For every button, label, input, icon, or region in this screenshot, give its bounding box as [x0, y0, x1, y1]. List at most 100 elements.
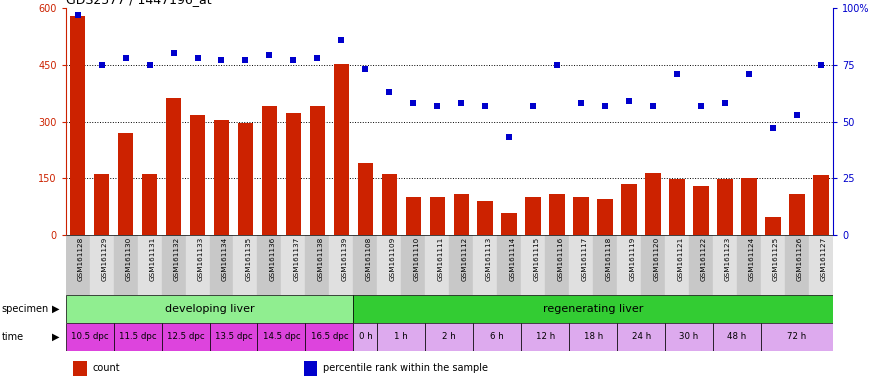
Point [286, 57, 300, 63]
Text: GSM161130: GSM161130 [126, 237, 131, 281]
Bar [813, 175, 829, 235]
Text: 30 h: 30 h [680, 333, 699, 341]
Point [479, 103, 493, 109]
Point [502, 134, 516, 141]
Bar [453, 194, 469, 235]
Text: GSM161134: GSM161134 [221, 237, 228, 281]
Bar [165, 98, 181, 235]
Point [670, 71, 684, 77]
Text: GSM161113: GSM161113 [486, 237, 491, 281]
Point [718, 100, 732, 106]
Point [574, 100, 588, 106]
Bar [761, 235, 785, 295]
Text: 13.5 dpc: 13.5 dpc [214, 333, 252, 341]
Text: GSM161129: GSM161129 [102, 237, 108, 281]
Text: GSM161121: GSM161121 [677, 237, 683, 281]
Point [814, 61, 828, 68]
Bar [473, 323, 522, 351]
Point [359, 66, 373, 72]
Bar [621, 184, 637, 235]
Bar [737, 235, 761, 295]
Bar [641, 235, 665, 295]
Point [71, 12, 85, 18]
Point [214, 57, 228, 63]
Bar [785, 235, 809, 295]
Text: GSM161133: GSM161133 [198, 237, 204, 281]
Text: GSM161119: GSM161119 [629, 237, 635, 281]
Text: regenerating liver: regenerating liver [543, 304, 643, 314]
Point [191, 55, 205, 61]
Bar [354, 323, 377, 351]
Bar [234, 235, 257, 295]
Text: GSM161116: GSM161116 [557, 237, 564, 281]
Bar [238, 123, 253, 235]
Text: GSM161114: GSM161114 [509, 237, 515, 281]
Text: GSM161111: GSM161111 [438, 237, 444, 281]
Text: 16.5 dpc: 16.5 dpc [311, 333, 348, 341]
Bar [425, 235, 450, 295]
Point [166, 50, 180, 56]
Bar [809, 235, 833, 295]
Bar [66, 235, 89, 295]
Bar [162, 235, 186, 295]
Bar [766, 217, 780, 235]
Text: GDS2577 / 1447196_at: GDS2577 / 1447196_at [66, 0, 211, 7]
Bar [329, 235, 354, 295]
Bar [66, 323, 114, 351]
Text: GSM161126: GSM161126 [797, 237, 803, 281]
Text: GSM161125: GSM161125 [773, 237, 779, 281]
Bar [285, 113, 301, 235]
Bar [501, 213, 517, 235]
Text: GSM161108: GSM161108 [366, 237, 371, 281]
Point [430, 103, 444, 109]
Text: GSM161115: GSM161115 [533, 237, 539, 281]
Bar [473, 235, 497, 295]
Point [742, 71, 756, 77]
Bar [74, 361, 88, 376]
Point [119, 55, 133, 61]
Bar [450, 235, 473, 295]
Text: 14.5 dpc: 14.5 dpc [262, 333, 300, 341]
Text: GSM161135: GSM161135 [246, 237, 251, 281]
Bar [665, 235, 690, 295]
Bar [214, 120, 229, 235]
Point [262, 53, 276, 59]
Text: GSM161109: GSM161109 [389, 237, 396, 281]
Bar [137, 235, 162, 295]
Bar [665, 323, 713, 351]
Bar [70, 16, 86, 235]
Bar [570, 323, 617, 351]
Text: GSM161127: GSM161127 [821, 237, 827, 281]
Bar [162, 323, 209, 351]
Bar [617, 235, 641, 295]
Bar [257, 235, 282, 295]
Text: GSM161123: GSM161123 [725, 237, 732, 281]
Text: GSM161110: GSM161110 [413, 237, 419, 281]
Text: 1 h: 1 h [395, 333, 409, 341]
Bar [354, 235, 377, 295]
Bar [593, 235, 617, 295]
Bar [693, 186, 709, 235]
Point [382, 89, 396, 95]
Bar [66, 295, 354, 323]
Text: 18 h: 18 h [584, 333, 603, 341]
Bar [478, 201, 494, 235]
Bar [354, 295, 833, 323]
Point [334, 36, 348, 43]
Text: GSM161122: GSM161122 [701, 237, 707, 281]
Bar [646, 173, 661, 235]
Point [143, 61, 157, 68]
Text: 6 h: 6 h [490, 333, 504, 341]
Bar [262, 106, 277, 235]
Point [646, 103, 660, 109]
Bar [598, 199, 613, 235]
Bar [550, 194, 565, 235]
Text: GSM161118: GSM161118 [606, 237, 611, 281]
Text: 12.5 dpc: 12.5 dpc [167, 333, 205, 341]
Bar [305, 323, 354, 351]
Text: count: count [93, 362, 120, 373]
Point [406, 100, 420, 106]
Bar [789, 194, 805, 235]
Text: 10.5 dpc: 10.5 dpc [71, 333, 108, 341]
Bar [304, 361, 318, 376]
